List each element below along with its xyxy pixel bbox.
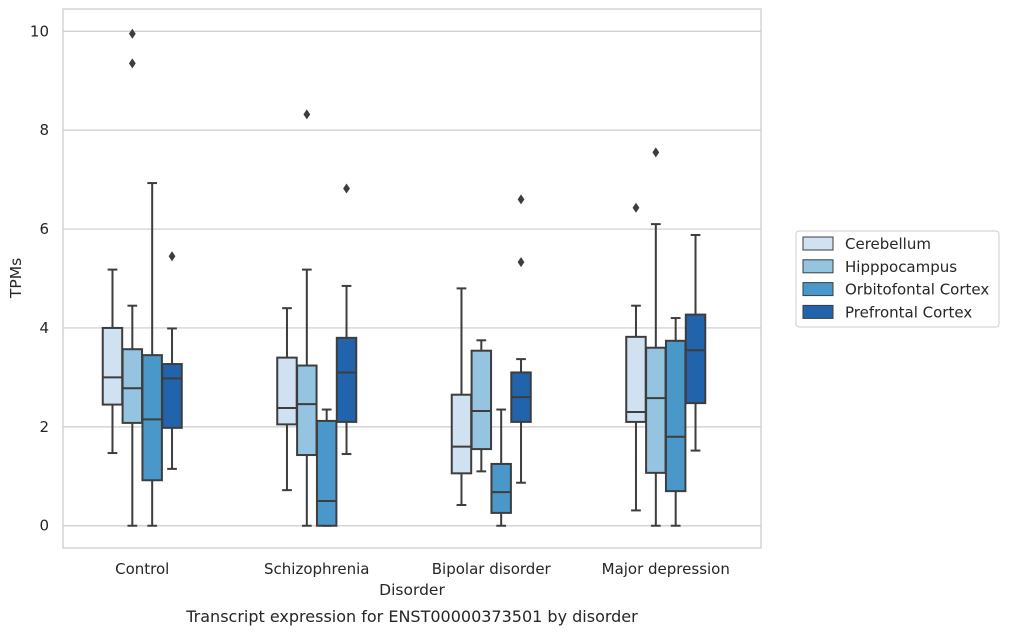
legend-swatch	[802, 304, 834, 319]
box-body	[315, 419, 338, 527]
outlier-point	[168, 251, 176, 262]
outlier-point	[517, 257, 525, 268]
box-3-3	[684, 233, 707, 452]
box-body	[645, 346, 667, 474]
box-body	[161, 363, 183, 429]
outlier-point	[652, 147, 660, 158]
box-3-1	[645, 147, 667, 527]
box-body	[450, 393, 473, 475]
outlier-point	[128, 58, 136, 69]
box-1-2	[315, 408, 338, 527]
legend-swatch	[802, 282, 834, 297]
x-tick-label: Schizophrenia	[264, 560, 369, 578]
y-tick-label: 4	[39, 319, 49, 337]
legend: Cerebellum Hipppocampus Orbitofontal Corte…	[795, 230, 1000, 328]
box-1-3	[335, 183, 358, 456]
x-tick-labels: Control Schizophrenia Bipolar disorder Majo…	[115, 560, 730, 578]
plot-frame	[62, 8, 762, 549]
y-tick-label: 6	[39, 220, 49, 238]
box-0-2	[141, 182, 163, 527]
box-body	[490, 462, 512, 514]
box-body	[276, 356, 298, 426]
box-body	[470, 349, 493, 451]
box-2-0	[450, 287, 473, 506]
outlier-point	[303, 109, 311, 120]
box-body	[141, 354, 163, 482]
box-3-2	[664, 317, 687, 527]
legend-frame	[795, 230, 1000, 328]
outlier-point	[632, 202, 640, 213]
box-3-0	[625, 202, 647, 512]
x-axis-label: Disorder	[379, 581, 445, 599]
boxes-layer	[101, 28, 707, 527]
box-2-3	[510, 194, 532, 484]
box-0-1	[121, 28, 144, 527]
y-tick-labels: 0 2 4 6 8 10	[30, 22, 49, 534]
box-body	[335, 336, 358, 423]
box-2-2	[490, 408, 512, 527]
y-tick-label: 2	[39, 418, 49, 436]
box-0-0	[101, 268, 124, 455]
legend-swatch	[802, 259, 834, 274]
box-body	[664, 339, 687, 493]
box-body	[296, 364, 318, 457]
box-2-1	[470, 339, 493, 473]
box-body	[684, 313, 707, 405]
box-0-3	[161, 251, 183, 470]
legend-label: Orbitofontal Cortex	[845, 281, 989, 299]
box-body	[625, 335, 647, 423]
outlier-point	[517, 194, 525, 205]
legend-label: Prefrontal Cortex	[845, 303, 972, 321]
y-tick-label: 10	[30, 22, 49, 40]
outlier-point	[343, 183, 350, 194]
box-1-1	[296, 109, 318, 527]
y-axis-label: TPMs	[7, 258, 25, 299]
legend-swatch	[802, 236, 834, 251]
x-tick-label: Major depression	[602, 560, 730, 578]
outlier-point	[128, 28, 136, 39]
y-tick-label: 8	[39, 121, 49, 139]
legend-label: Hipppocampus	[845, 258, 957, 276]
y-tick-label: 0	[39, 517, 49, 535]
legend-label: Cerebellum	[845, 235, 931, 253]
box-body	[101, 326, 124, 406]
x-tick-label: Control	[115, 560, 169, 578]
box-body	[121, 348, 144, 424]
x-tick-label: Bipolar disorder	[432, 560, 552, 578]
chart-caption: Transcript expression for ENST0000037350…	[185, 607, 638, 626]
box-1-0	[276, 307, 298, 492]
